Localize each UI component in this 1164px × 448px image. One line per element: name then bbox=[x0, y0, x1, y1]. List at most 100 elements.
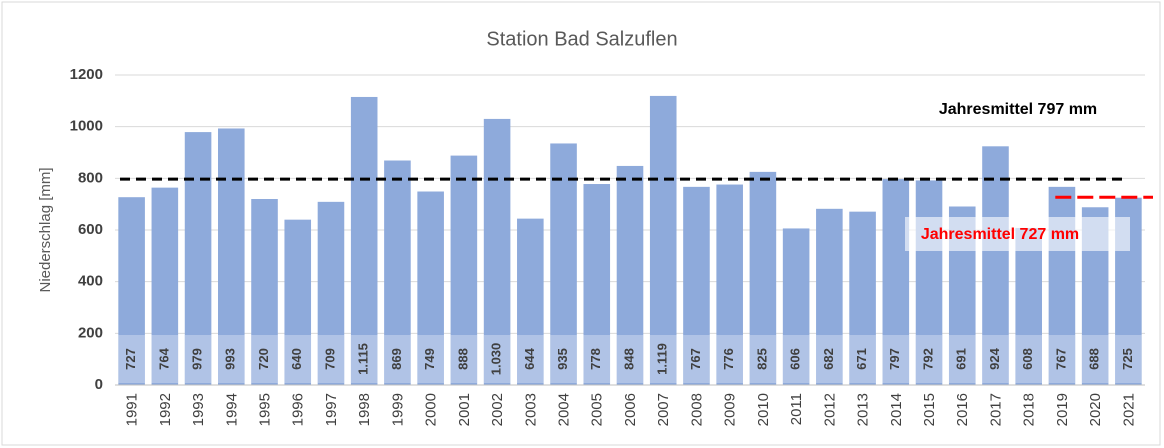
value-label-box bbox=[483, 335, 511, 383]
x-tick-label: 2016 bbox=[954, 393, 971, 426]
bar bbox=[450, 155, 478, 385]
value-label: 825 bbox=[754, 348, 769, 370]
value-label-box bbox=[982, 335, 1009, 383]
value-label-box bbox=[284, 335, 312, 383]
x-tick-label: 1995 bbox=[256, 393, 273, 426]
value-label: 767 bbox=[688, 348, 703, 370]
bar bbox=[218, 128, 245, 385]
y-tick-label: 600 bbox=[78, 221, 103, 238]
x-tick-label: 2003 bbox=[522, 393, 539, 426]
bar bbox=[716, 184, 743, 385]
value-label-box bbox=[616, 335, 644, 383]
mean-label-box bbox=[905, 217, 1130, 251]
y-tick-label: 0 bbox=[95, 376, 103, 393]
bar bbox=[1015, 227, 1042, 385]
value-label: 993 bbox=[223, 348, 238, 370]
bar bbox=[118, 197, 145, 385]
x-tick-label: 2021 bbox=[1120, 393, 1137, 426]
x-tick-label: 1992 bbox=[157, 393, 174, 426]
value-label: 691 bbox=[954, 348, 969, 370]
bar bbox=[849, 211, 876, 385]
x-tick-label: 2012 bbox=[821, 393, 838, 426]
value-label: 778 bbox=[588, 348, 603, 370]
bar bbox=[982, 146, 1009, 385]
x-tick-label: 2013 bbox=[855, 393, 872, 426]
value-label: 935 bbox=[555, 348, 570, 370]
bar bbox=[317, 201, 345, 385]
value-label-box bbox=[716, 335, 743, 383]
y-axis-label: Niederschlag [mm] bbox=[37, 167, 54, 292]
value-label-box bbox=[450, 335, 478, 383]
bar bbox=[882, 179, 910, 385]
x-tick-label: 2010 bbox=[755, 393, 772, 426]
value-label-box bbox=[849, 335, 876, 383]
value-label: 924 bbox=[987, 347, 1002, 369]
value-label-box bbox=[882, 335, 910, 383]
bar bbox=[483, 118, 511, 386]
value-label-box bbox=[1081, 335, 1109, 383]
bar bbox=[915, 180, 943, 385]
value-label: 682 bbox=[821, 348, 836, 370]
value-label: 888 bbox=[455, 348, 470, 370]
x-tick-label: 2011 bbox=[788, 393, 805, 425]
value-label: 1.115 bbox=[356, 343, 371, 375]
bar bbox=[749, 171, 777, 385]
value-label: 776 bbox=[721, 348, 736, 370]
x-tick-label: 1999 bbox=[389, 393, 406, 426]
value-label-box bbox=[915, 335, 943, 383]
chart-title: Station Bad Salzuflen bbox=[486, 28, 677, 50]
value-label-box bbox=[948, 335, 976, 383]
bar bbox=[417, 191, 444, 385]
x-tick-label: 2004 bbox=[556, 393, 573, 426]
x-tick-label: 2001 bbox=[456, 393, 473, 426]
x-tick-label: 2015 bbox=[921, 393, 938, 426]
value-label-box bbox=[1048, 335, 1076, 383]
value-label-box bbox=[749, 335, 777, 383]
x-tick-label: 2007 bbox=[655, 393, 672, 426]
x-tick-label: 2002 bbox=[489, 393, 506, 426]
value-label-box bbox=[583, 335, 611, 383]
value-label: 709 bbox=[322, 348, 337, 370]
bar bbox=[616, 165, 644, 385]
bar bbox=[384, 160, 411, 385]
value-label: 640 bbox=[289, 348, 304, 370]
x-tick-label: 2019 bbox=[1054, 393, 1071, 426]
x-tick-label: 1993 bbox=[190, 393, 207, 426]
value-label-box bbox=[816, 335, 843, 383]
mean-label: Jahresmittel 727 mm bbox=[921, 226, 1079, 243]
value-label-box bbox=[251, 335, 278, 383]
x-tick-label: 2017 bbox=[987, 393, 1004, 426]
x-tick-label: 2000 bbox=[423, 393, 440, 426]
bar bbox=[583, 184, 611, 385]
bar bbox=[517, 218, 544, 385]
value-label: 767 bbox=[1053, 348, 1068, 370]
value-label-box bbox=[517, 335, 544, 383]
y-tick-label: 1000 bbox=[70, 118, 103, 135]
x-tick-label: 2009 bbox=[722, 393, 739, 426]
x-tick-label: 2006 bbox=[622, 393, 639, 426]
value-label-box bbox=[782, 335, 810, 383]
bar bbox=[550, 143, 577, 385]
x-tick-label: 2014 bbox=[888, 393, 905, 426]
value-label: 644 bbox=[522, 347, 537, 369]
value-label-box bbox=[184, 335, 212, 383]
value-label-box bbox=[218, 335, 245, 383]
value-label: 671 bbox=[854, 348, 869, 370]
x-tick-label: 1998 bbox=[356, 393, 373, 426]
value-label: 727 bbox=[123, 348, 138, 370]
y-tick-label: 800 bbox=[78, 169, 103, 186]
value-label-box bbox=[1115, 335, 1142, 383]
bar bbox=[184, 132, 212, 385]
value-label: 1.030 bbox=[489, 343, 504, 376]
value-label-box bbox=[384, 335, 411, 383]
value-label-box bbox=[118, 335, 145, 383]
x-tick-label: 1996 bbox=[290, 393, 307, 426]
y-tick-label: 400 bbox=[78, 273, 103, 290]
value-label-box bbox=[683, 335, 710, 383]
x-tick-label: 2018 bbox=[1021, 393, 1038, 426]
value-label-box bbox=[649, 335, 677, 383]
value-label: 749 bbox=[422, 348, 437, 370]
bar bbox=[350, 96, 378, 385]
value-label-box bbox=[417, 335, 444, 383]
mean-label: Jahresmittel 797 mm bbox=[939, 101, 1097, 118]
